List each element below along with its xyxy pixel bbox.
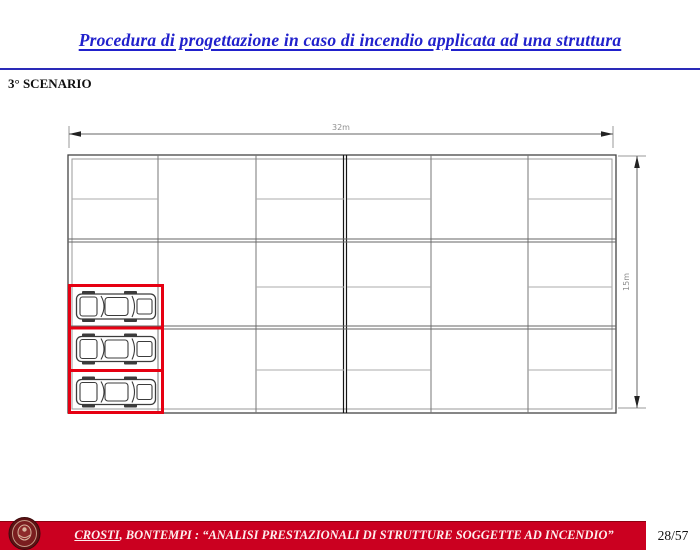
- page-title: Procedura di progettazione in caso di in…: [78, 30, 622, 50]
- car-top-view-icon: [75, 332, 157, 366]
- footer-citation-text: , BONTEMPI : “ANALISI PRESTAZIONALI DI S…: [119, 528, 614, 542]
- header-divider: [0, 68, 700, 70]
- stall-divider-lines: [72, 198, 612, 371]
- width-dimension-label: 32m: [332, 123, 350, 132]
- footer-citation: CROSTI, BONTEMPI : “ANALISI PRESTAZIONAL…: [48, 521, 640, 550]
- height-dimension-label: 15m: [622, 273, 631, 291]
- footer-author: CROSTI: [74, 528, 120, 542]
- scenario-label: 3° SCENARIO: [8, 76, 92, 91]
- highlighted-parking-stall: [68, 369, 164, 414]
- university-seal-logo: [8, 517, 41, 550]
- slide-header: Procedura di progettazione in caso di in…: [0, 30, 700, 51]
- footer-bar: [0, 521, 646, 550]
- width-dimension: 32m: [68, 123, 614, 148]
- page-number: 28/57: [646, 521, 700, 550]
- height-dimension: 15m: [618, 155, 646, 409]
- car-top-view-icon: [75, 290, 157, 323]
- highlighted-stalls: [68, 284, 164, 414]
- structure-plan-diagram: 32m 15m: [67, 123, 646, 414]
- car-top-view-icon: [75, 375, 157, 409]
